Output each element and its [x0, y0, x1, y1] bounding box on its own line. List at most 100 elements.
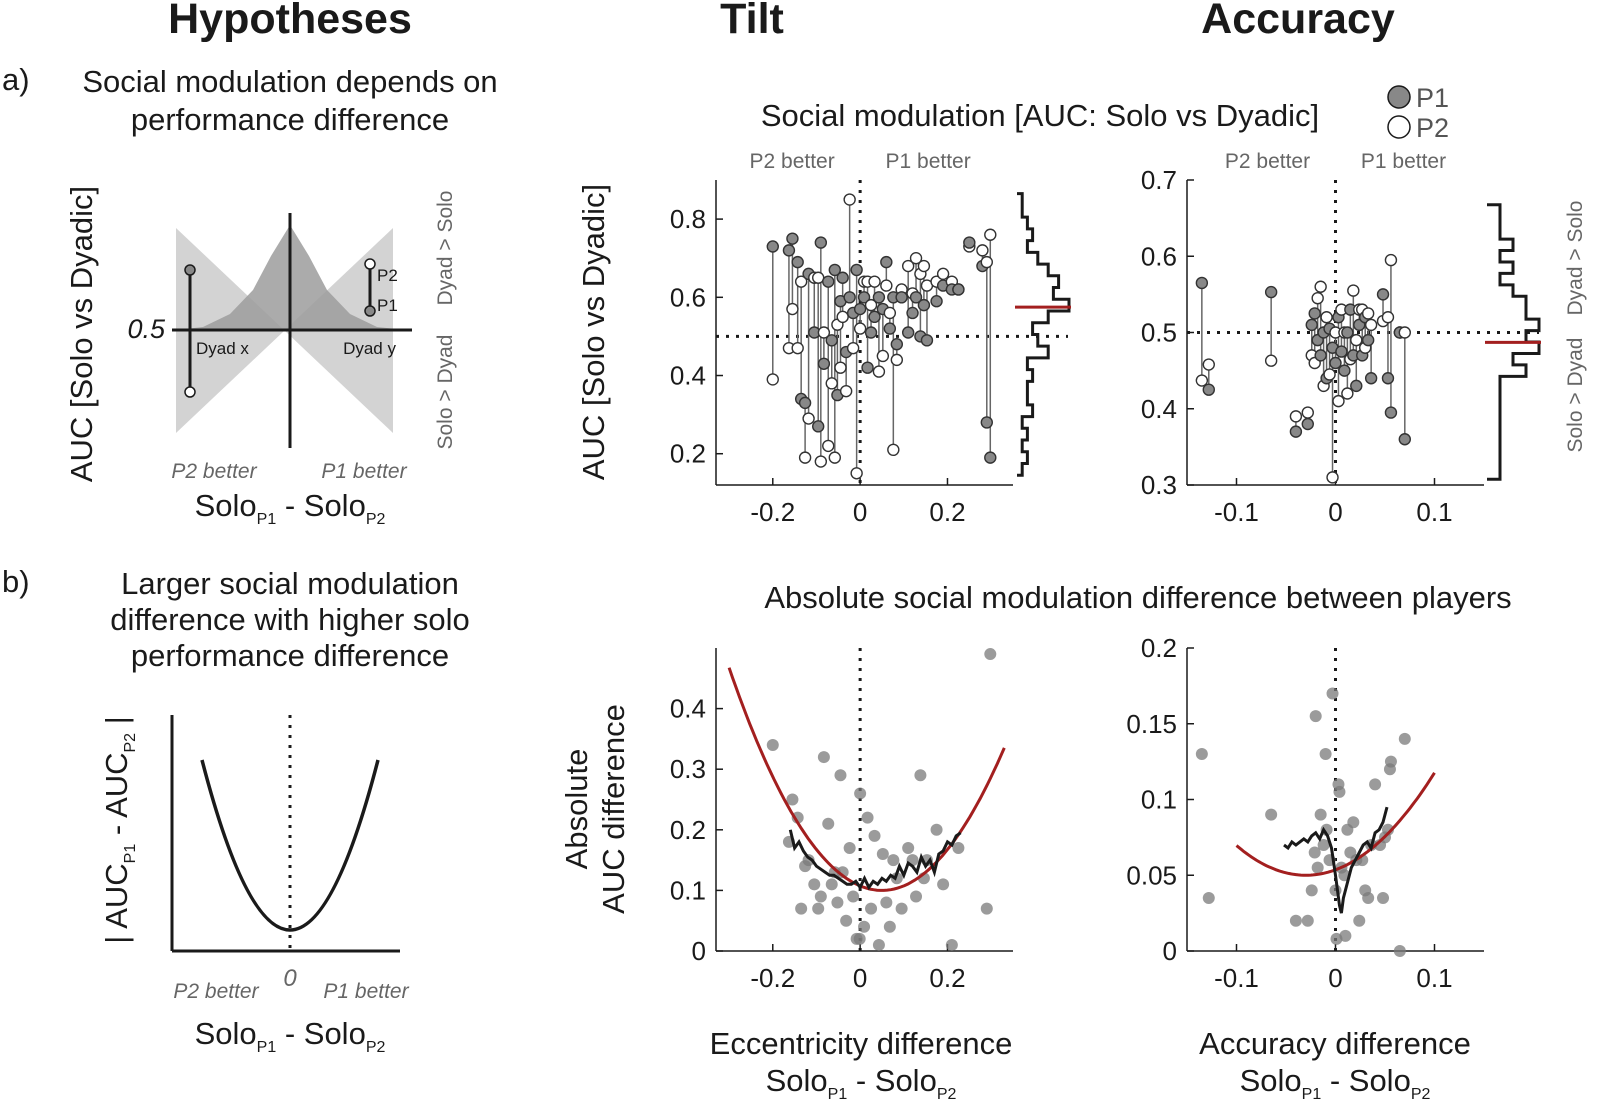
acc-mod-p1-point — [1338, 364, 1351, 377]
tilt-abs-ytick-label: 0.1 — [670, 875, 706, 905]
tilt-mod-p2-point — [843, 193, 856, 206]
tilt-mod-p2-point — [834, 361, 847, 374]
tilt-mod-xtick-label: 0.2 — [929, 497, 965, 527]
legend-p1-marker — [1387, 85, 1411, 109]
acc-mod-p1-point — [1398, 433, 1412, 446]
tilt-mod-p2-point — [836, 310, 849, 324]
acc-abs-point — [1393, 945, 1406, 957]
tilt-abs-point — [791, 811, 804, 824]
acc-mod-p1-better: P1 better — [1361, 150, 1446, 173]
acc-abs-ytick-label: 0 — [1163, 936, 1177, 966]
acc-abs-xtick-label: 0.1 — [1416, 963, 1452, 993]
acc-abs-point — [1398, 732, 1411, 745]
tilt-mod-p1-point — [864, 326, 878, 339]
acc-abs-point — [1195, 748, 1208, 761]
tilt-mod-p2-point — [876, 349, 890, 363]
acc-abs-point — [1326, 687, 1339, 700]
tilt-abs-point — [822, 817, 835, 830]
tilt-mod-p2-point — [887, 443, 900, 457]
tilt-mod-p2-point — [846, 341, 860, 355]
acc-mod-p2-point — [1332, 394, 1345, 408]
tilt-mod-p1-point — [798, 396, 812, 410]
tilt-abs-point — [865, 902, 878, 915]
hyp-a-dyad-x-p1 — [184, 264, 196, 276]
tilt-abs-point — [817, 751, 830, 764]
tilt-abs-point — [937, 878, 950, 891]
hyp-b-p1-better: P1 better — [323, 980, 409, 1003]
acc-abs-xtick-label: 0 — [1328, 963, 1342, 993]
accuracy-abs-difference-chart: -0.1 0 0.1 0 0.05 0.1 0.15 0.2 — [1126, 633, 1484, 993]
tilt-abs-point — [854, 787, 867, 800]
tilt-abs-ytick-label: 0.2 — [670, 815, 706, 845]
acc-abs-point — [1353, 914, 1366, 927]
acc-xlabel-line1: Accuracy difference — [1199, 1026, 1471, 1061]
panel-label-b: b) — [2, 564, 30, 599]
tilt-abs-point — [840, 914, 853, 927]
tilt-mod-p2-point — [883, 306, 897, 320]
acc-abs-point — [1202, 891, 1215, 904]
tilt-mod-p2-point — [822, 439, 835, 453]
acc-abs-point — [1289, 914, 1302, 927]
acc-abs-point — [1333, 785, 1346, 798]
hyp-b-title-line3: performance difference — [131, 638, 449, 673]
acc-mod-p1-point — [1314, 349, 1327, 362]
hyp-b-xlabel: SoloP1 - SoloP2 — [195, 1016, 386, 1056]
tilt-mod-p1-point — [980, 416, 993, 429]
tilt-abs-point — [834, 769, 847, 782]
tilt-mod-p2-point — [825, 377, 838, 390]
acc-abs-point — [1362, 891, 1375, 904]
hyp-a-dyad-y-p2 — [364, 258, 376, 270]
hyp-a-dyad-y-label: Dyad y — [343, 339, 396, 358]
tilt-abs-point — [876, 848, 889, 861]
tilt-mod-p1-point — [906, 306, 919, 320]
tilt-mod-p1-point — [786, 232, 799, 245]
tilt-abs-ytick-label: 0.4 — [670, 694, 706, 724]
tilt-mod-p1-point — [984, 451, 997, 464]
tilt-mod-p1-point — [843, 291, 856, 304]
accuracy-modulation-chart: -0.1 0 0.1 0.3 0.4 0.5 0.6 0.7 P2 better P1 bette… — [1141, 150, 1541, 527]
tilt-mod-p2-point — [980, 255, 993, 269]
acc-mod-p1-point — [1202, 383, 1215, 396]
acc-mod-p1-point — [1361, 333, 1375, 347]
acc-abs-point — [1308, 846, 1321, 859]
tilt-abs-point — [880, 896, 893, 909]
acc-mod-p2-point — [1202, 358, 1215, 371]
acc-abs-point — [1347, 816, 1360, 829]
top-row-right-label-low: Solo > Dyad — [1564, 338, 1587, 453]
tilt-mod-p2-point — [864, 298, 878, 312]
tilt-mod-p1-point — [836, 271, 849, 284]
acc-mod-p2-point — [1301, 406, 1314, 419]
acc-abs-point — [1377, 891, 1390, 904]
acc-mod-ytick-label: 0.6 — [1141, 241, 1177, 271]
tilt-mod-p1-point — [963, 236, 976, 249]
tilt-mod-p1-point — [872, 291, 886, 304]
acc-abs-moving-average — [1283, 806, 1389, 914]
hyp-b-zero: 0 — [283, 965, 297, 992]
header-hypotheses: Hypotheses — [168, 0, 412, 43]
legend-p2-marker — [1387, 115, 1411, 139]
acc-abs-point — [1311, 861, 1324, 874]
tilt-abs-quadratic-fit — [727, 667, 1006, 892]
tilt-abs-point — [843, 841, 856, 854]
tilt-mod-p1-point — [825, 334, 838, 347]
acc-abs-point — [1369, 778, 1382, 791]
tilt-modulation-chart: -0.2 0 0.2 0.2 0.4 0.6 0.8 P2 better P1 better — [670, 150, 1071, 527]
tilt-mod-p2-point — [872, 365, 886, 378]
tilt-abs-point — [887, 854, 900, 867]
top-row-title: Social modulation [AUC: Solo vs Dyadic] — [761, 98, 1319, 133]
acc-abs-point — [1301, 914, 1314, 927]
tilt-abs-xtick-label: -0.2 — [750, 963, 795, 993]
tilt-mod-p1-point — [917, 298, 931, 312]
tilt-abs-difference-chart: -0.2 0 0.2 0 0.1 0.2 0.3 0.4 — [670, 648, 1013, 993]
tilt-abs-point — [902, 841, 915, 854]
hyp-a-dyad-x-p2 — [184, 386, 196, 398]
tilt-abs-xtick-label: 0.2 — [929, 963, 965, 993]
tilt-abs-point — [836, 866, 849, 879]
tilt-mod-p1-point — [930, 295, 943, 308]
tilt-abs-point — [980, 902, 993, 915]
acc-mod-p2-point — [1381, 311, 1395, 324]
tilt-xlabel-line1: Eccentricity difference — [710, 1026, 1013, 1061]
tilt-mod-ytick-label: 0.8 — [670, 204, 706, 234]
acc-mod-p2-point — [1347, 284, 1360, 297]
tilt-abs-point — [890, 872, 903, 885]
